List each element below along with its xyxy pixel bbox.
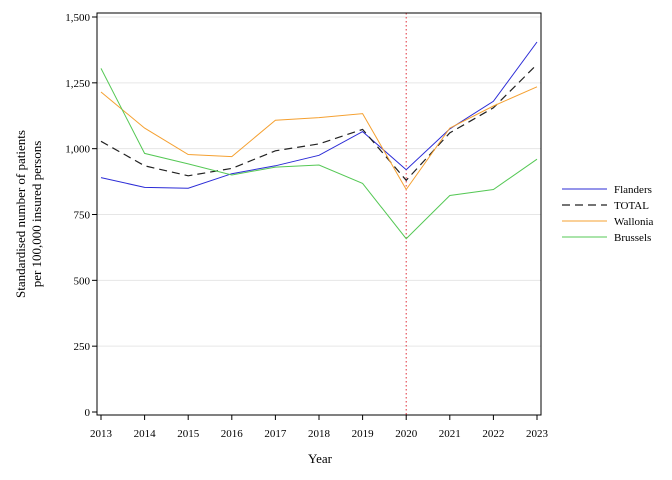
x-tick-label-1: 2014 [134, 428, 157, 440]
y-tick-label-1: 250 [74, 341, 91, 353]
x-tick-label-7: 2020 [395, 428, 418, 440]
x-tick-label-4: 2017 [264, 428, 287, 440]
legend-label-wallonia: Wallonia [614, 216, 654, 228]
x-tick-label-9: 2022 [482, 428, 504, 440]
series-line-flanders [100, 41, 538, 189]
gridlines [97, 16, 541, 347]
x-tick-label-10: 2023 [526, 428, 549, 440]
legend-label-brussels: Brussels [614, 232, 651, 244]
series-lines [100, 41, 538, 240]
x-tick-label-0: 2013 [90, 428, 113, 440]
y-axis-ticks: 0 250 500 750 1,000 1,250 1,500 [65, 12, 97, 419]
x-tick-label-5: 2018 [308, 428, 331, 440]
y-tick-label-4: 1,000 [65, 144, 90, 156]
y-tick-label-2: 500 [74, 275, 91, 287]
y-axis-title: Standardised number of patients per 100,… [13, 130, 44, 298]
y-tick-label-6: 1,500 [65, 12, 90, 24]
x-tick-label-8: 2021 [439, 428, 461, 440]
series-line-wallonia [100, 86, 538, 191]
y-axis-title-line-1: Standardised number of patients [13, 130, 28, 298]
legend-label-total: TOTAL [614, 200, 649, 212]
y-axis-title-line-2: per 100,000 insured persons [29, 141, 44, 288]
y-tick-label-5: 1,250 [65, 78, 90, 90]
legend-label-flanders: Flanders [614, 184, 652, 196]
x-tick-label-6: 2019 [352, 428, 375, 440]
series-line-brussels [100, 68, 538, 240]
x-tick-label-2: 2015 [177, 428, 200, 440]
x-tick-label-3: 2016 [221, 428, 244, 440]
series-line-total [100, 63, 538, 182]
y-tick-label-0: 0 [85, 407, 91, 419]
y-tick-label-3: 750 [74, 210, 91, 222]
x-axis-title: Year [308, 451, 333, 466]
legend: Flanders TOTAL Wallonia Brussels [562, 184, 654, 244]
x-axis-ticks: 2013 2014 2015 2016 2017 2018 2019 2020 2021 2022… [90, 415, 549, 440]
